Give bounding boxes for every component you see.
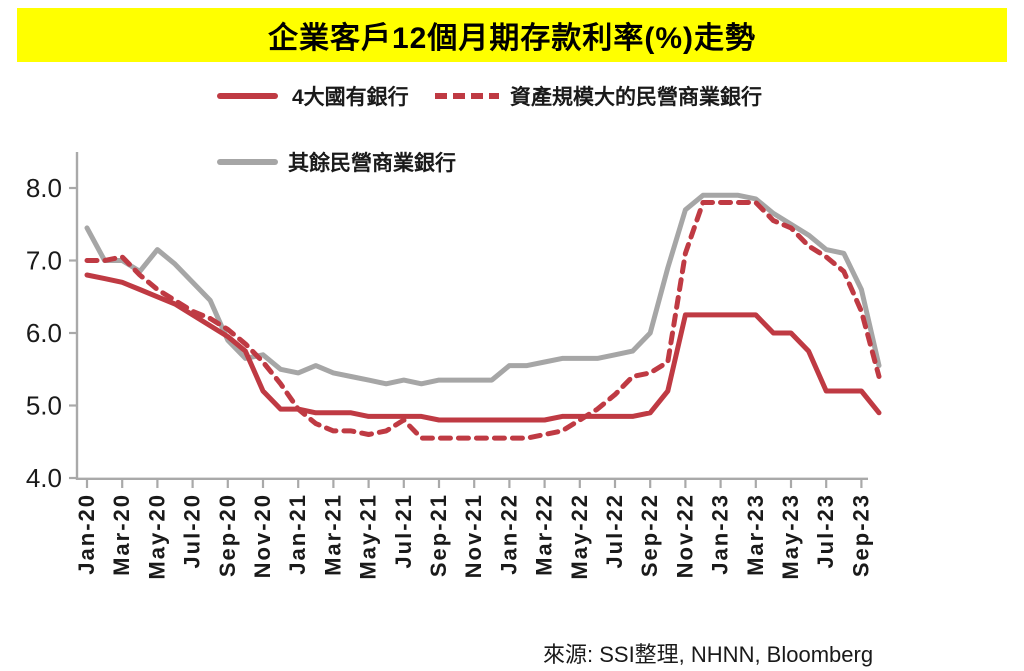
legend-entry-other-private: 其餘民營商業銀行 [217,147,456,177]
legend-label-other-private: 其餘民營商業銀行 [288,152,456,175]
chart-title-banner: 企業客戶12個月期存款利率(%)走勢 [17,8,1007,62]
x-axis-tick-label: Jan-23 [708,493,733,575]
y-axis-tick-label: 4.0 [26,463,62,493]
page-title: 企業客戶12個月期存款利率(%)走勢 [267,22,757,55]
legend-line-solid-gray-icon [217,159,278,165]
source-note: 來源: SSI整理, NHNN, Bloomberg [543,642,874,667]
x-axis-tick-label: Mar-23 [743,493,768,576]
x-axis-tick-label: Sep-22 [637,493,662,577]
x-axis-tick-label: Nov-21 [461,493,486,578]
x-axis-tick-label: Mar-20 [109,493,134,576]
x-axis-tick-label: Jan-21 [285,493,310,575]
x-axis-tick-label: Jul-22 [602,493,627,569]
legend-label-big4: 4大國有銀行 [292,86,409,109]
legend-label-large-private: 資產規模大的民營商業銀行 [510,86,762,109]
series-line-large_private [84,200,882,441]
x-axis-tick-label: Jul-21 [391,493,416,569]
x-axis-tick-label: May-22 [567,493,592,580]
series-line-big4 [84,272,882,423]
x-axis-tick-label: Nov-20 [250,493,275,578]
x-axis-tick-label: Mar-22 [532,493,557,576]
x-axis-tick-label: Jul-23 [813,493,838,569]
y-axis-tick-label: 5.0 [26,391,62,421]
legend-line-dashed-red-icon [435,93,499,99]
x-axis-tick-label: Sep-20 [215,493,240,577]
y-axis-tick-label: 6.0 [26,318,62,348]
x-axis-tick-label: May-21 [356,493,381,580]
x-axis-tick-label: May-23 [778,493,803,580]
y-axis-tick-label: 8.0 [26,173,62,203]
legend-entry-large-private: 資產規模大的民營商業銀行 [435,81,762,111]
series-line-other_private [84,192,882,387]
y-axis-tick-label: 7.0 [26,246,62,276]
legend-line-solid-red-icon [217,93,278,99]
legend-entry-big4: 4大國有銀行 [217,81,409,111]
x-axis-tick-label: May-20 [144,493,169,580]
x-axis-tick-label: Jul-20 [180,493,205,569]
x-axis-tick-label: Nov-22 [672,493,697,578]
x-axis-tick-label: Jan-22 [496,493,521,575]
x-axis-tick-label: Sep-23 [848,493,873,577]
x-axis-tick-label: Mar-21 [320,493,345,576]
x-axis-tick-label: Jan-20 [74,493,99,575]
x-axis-tick-label: Sep-21 [426,493,451,577]
